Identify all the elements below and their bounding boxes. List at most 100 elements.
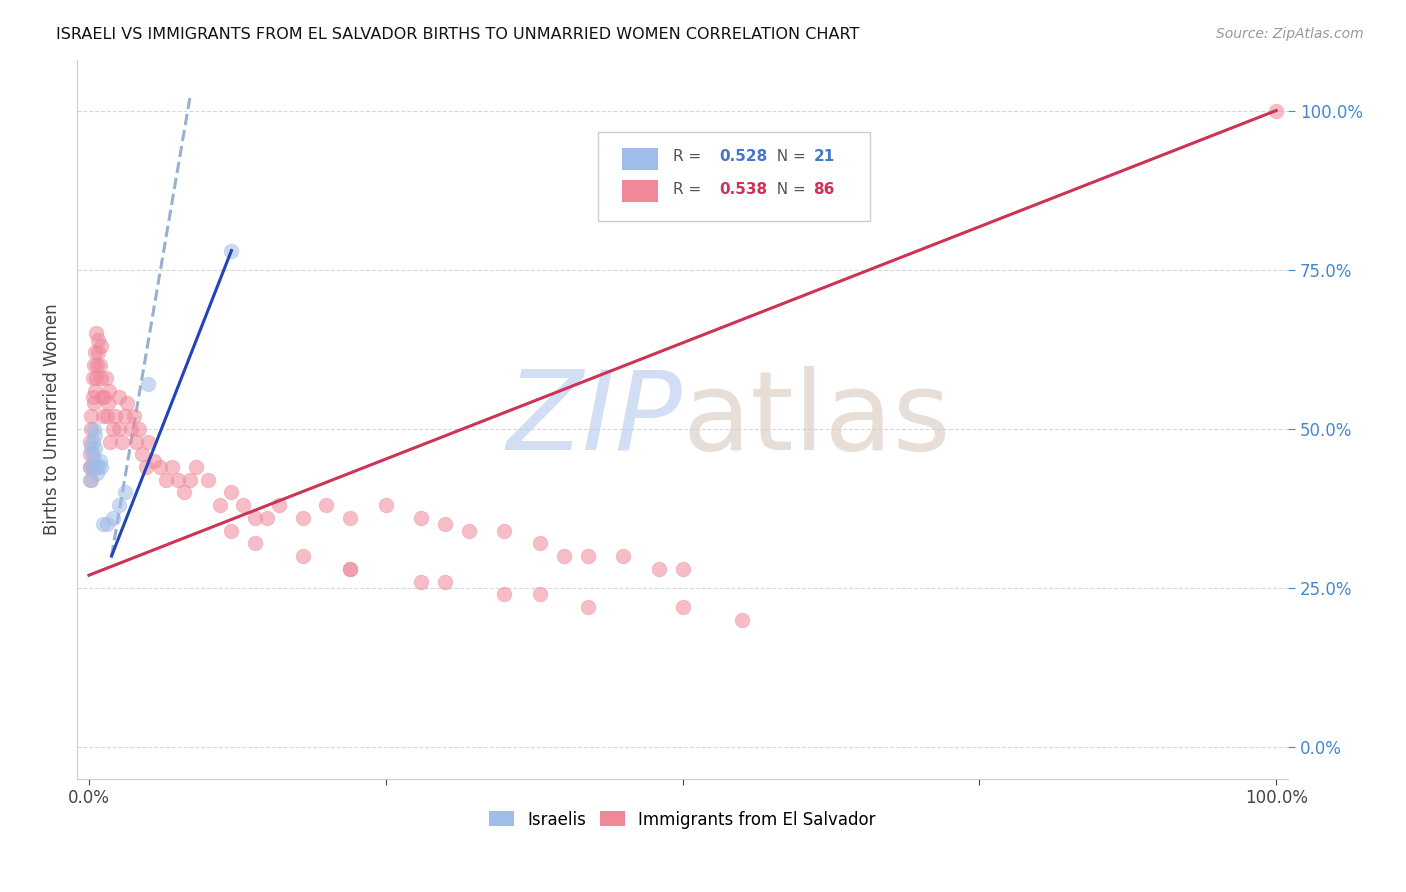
Point — [94, 371, 117, 385]
Point — [84, 326, 107, 341]
Point — [96, 517, 118, 532]
Point — [98, 434, 121, 449]
Point — [82, 434, 104, 449]
Point — [243, 511, 266, 525]
Point — [114, 485, 136, 500]
Point — [80, 473, 103, 487]
Point — [87, 333, 110, 347]
Point — [89, 358, 111, 372]
Y-axis label: Births to Unmarried Women: Births to Unmarried Women — [44, 303, 60, 535]
Point — [179, 473, 201, 487]
Point — [82, 447, 104, 461]
Point — [83, 422, 105, 436]
Point — [374, 498, 396, 512]
Point — [648, 562, 671, 576]
Point — [80, 409, 103, 423]
Point — [155, 473, 177, 487]
Point — [80, 441, 103, 455]
Text: 0.538: 0.538 — [718, 182, 768, 196]
Point — [79, 460, 101, 475]
Point — [82, 390, 104, 404]
Text: 0.528: 0.528 — [718, 149, 768, 164]
Point — [91, 409, 114, 423]
Point — [576, 549, 599, 563]
Text: ISRAELI VS IMMIGRANTS FROM EL SALVADOR BIRTHS TO UNMARRIED WOMEN CORRELATION CHA: ISRAELI VS IMMIGRANTS FROM EL SALVADOR B… — [56, 27, 859, 42]
Point — [731, 613, 754, 627]
Point — [131, 447, 153, 461]
Point — [411, 574, 433, 589]
Point — [612, 549, 634, 563]
Point — [434, 517, 457, 532]
Text: N =: N = — [768, 182, 811, 196]
Point — [411, 511, 433, 525]
Point — [90, 339, 112, 353]
Point — [494, 587, 516, 601]
Point — [79, 460, 101, 475]
Point — [87, 460, 110, 475]
Text: N =: N = — [768, 149, 811, 164]
Point — [339, 562, 361, 576]
Point — [83, 453, 105, 467]
Point — [96, 409, 118, 423]
Point — [122, 409, 145, 423]
Point — [93, 390, 115, 404]
Point — [135, 460, 157, 475]
Point — [267, 498, 290, 512]
Point — [671, 562, 693, 576]
Point — [221, 244, 243, 258]
Text: 86: 86 — [813, 182, 835, 196]
Point — [576, 600, 599, 615]
Point — [529, 587, 551, 601]
Text: R =: R = — [673, 182, 706, 196]
Point — [160, 460, 183, 475]
Point — [83, 358, 105, 372]
Point — [1265, 103, 1288, 118]
Point — [434, 574, 457, 589]
Point — [167, 473, 190, 487]
Point — [291, 511, 314, 525]
Point — [104, 409, 127, 423]
Point — [339, 562, 361, 576]
Point — [173, 485, 195, 500]
Point — [111, 434, 134, 449]
Point — [83, 396, 105, 410]
Point — [107, 498, 129, 512]
Point — [83, 428, 105, 442]
Text: R =: R = — [673, 149, 706, 164]
Point — [208, 498, 231, 512]
Point — [83, 345, 105, 359]
Point — [184, 460, 207, 475]
Point — [143, 453, 166, 467]
Text: atlas: atlas — [682, 366, 950, 473]
Point — [87, 345, 110, 359]
Point — [90, 371, 112, 385]
Point — [197, 473, 219, 487]
Point — [529, 536, 551, 550]
Legend: Israelis, Immigrants from El Salvador: Israelis, Immigrants from El Salvador — [482, 804, 883, 835]
Point — [114, 409, 136, 423]
Point — [82, 371, 104, 385]
Text: 21: 21 — [813, 149, 835, 164]
FancyBboxPatch shape — [621, 180, 658, 202]
Point — [136, 377, 159, 392]
FancyBboxPatch shape — [598, 131, 870, 221]
Point — [86, 467, 108, 481]
Point — [89, 453, 111, 467]
Point — [120, 422, 142, 436]
Point — [115, 396, 138, 410]
Point — [671, 600, 693, 615]
Point — [79, 447, 101, 461]
Point — [221, 524, 243, 538]
Point — [136, 434, 159, 449]
Point — [91, 517, 114, 532]
Point — [98, 384, 121, 398]
Point — [84, 460, 107, 475]
Point — [256, 511, 278, 525]
Point — [101, 511, 124, 525]
Point — [291, 549, 314, 563]
Point — [80, 422, 103, 436]
Point — [232, 498, 254, 512]
Point — [553, 549, 575, 563]
Point — [125, 434, 148, 449]
Point — [243, 536, 266, 550]
